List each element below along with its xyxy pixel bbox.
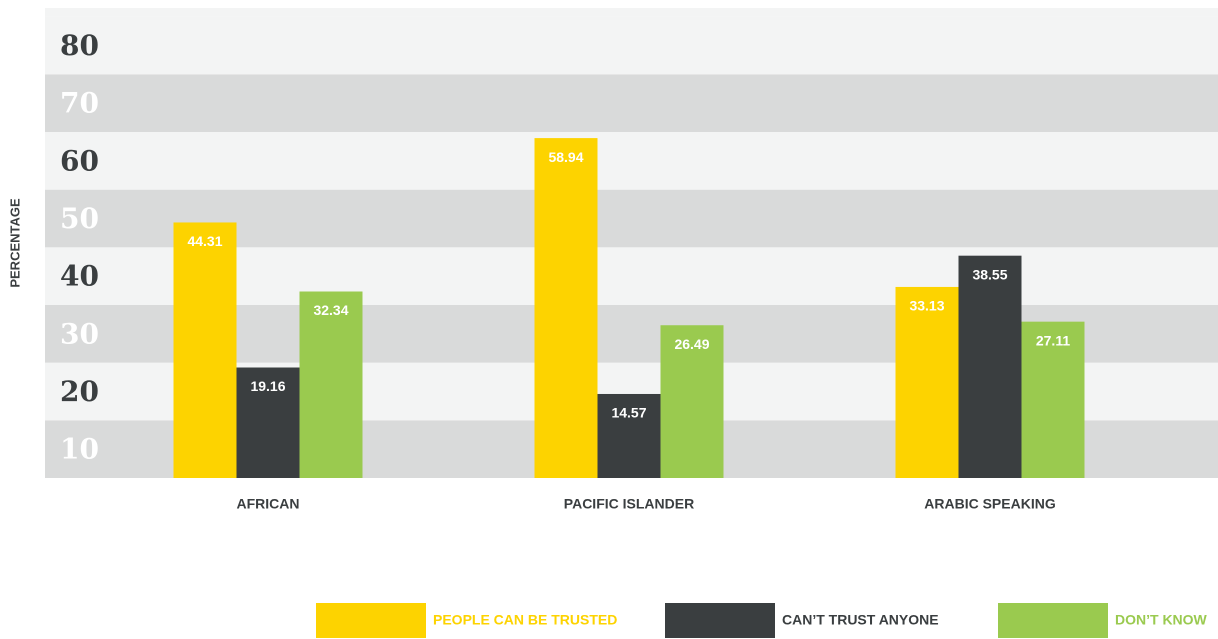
legend-swatch [665, 603, 775, 638]
bar [1021, 321, 1085, 478]
y-tick-label: 30 [60, 317, 99, 350]
data-label: 44.31 [187, 233, 222, 249]
data-label: 32.34 [313, 302, 348, 318]
bar [660, 325, 724, 478]
band [45, 8, 1218, 17]
y-tick-label: 20 [60, 375, 99, 408]
grid-band [45, 189, 1218, 248]
data-label: 33.13 [909, 298, 944, 314]
bar [597, 393, 661, 478]
bar [895, 286, 959, 478]
legend-swatch [316, 603, 426, 638]
data-label: 19.16 [250, 378, 285, 394]
data-label: 26.49 [674, 336, 709, 352]
bar [299, 291, 363, 478]
bar [958, 255, 1022, 478]
y-tick-label: 60 [60, 144, 99, 177]
legend-swatch [998, 603, 1108, 638]
bar [236, 367, 300, 478]
grid-band [45, 131, 1218, 190]
bar [534, 138, 598, 478]
data-label: 58.94 [548, 149, 583, 165]
y-tick-label: 10 [60, 433, 99, 466]
y-axis-title: PERCENTAGE [7, 198, 22, 288]
legend-label: CAN’T TRUST ANYONE [782, 612, 939, 628]
grid-band [45, 16, 1218, 75]
x-tick-label: AFRICAN [237, 496, 300, 512]
data-label: 38.55 [972, 266, 1007, 282]
y-tick-label: 80 [60, 29, 99, 62]
legend-label: DON’T KNOW [1115, 612, 1208, 628]
data-label: 27.11 [1036, 332, 1070, 348]
y-tick-label: 40 [60, 260, 99, 293]
grid-band [45, 74, 1218, 132]
x-tick-label: ARABIC SPEAKING [924, 496, 1056, 512]
x-tick-label: PACIFIC ISLANDER [564, 496, 694, 512]
y-tick-label: 70 [60, 87, 99, 120]
data-label: 14.57 [611, 405, 646, 421]
legend-label: PEOPLE CAN BE TRUSTED [433, 612, 617, 628]
grid-band [45, 247, 1218, 305]
bar [173, 222, 237, 478]
y-tick-label: 50 [60, 202, 99, 235]
